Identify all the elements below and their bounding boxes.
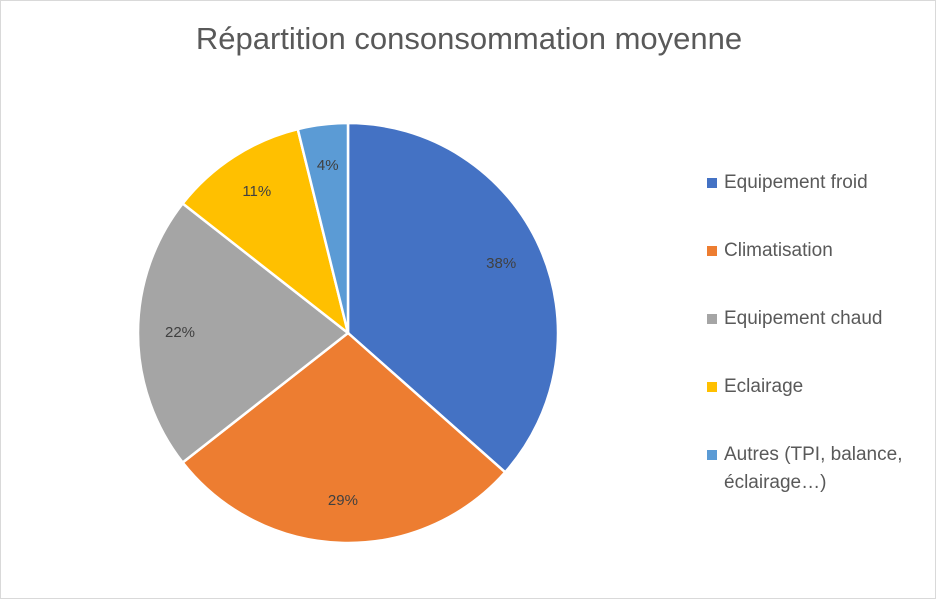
legend-swatch: [707, 382, 717, 392]
legend-item: Eclairage: [707, 373, 929, 441]
legend-swatch: [707, 450, 717, 460]
pie-slice-1: [346, 121, 560, 475]
data-label-4: 11%: [242, 183, 271, 200]
legend-label: Autres (TPI, balance, éclairage…): [724, 444, 903, 493]
legend-swatch: [707, 178, 717, 188]
legend-item: Autres (TPI, balance, éclairage…): [707, 441, 929, 509]
data-label-1: 38%: [486, 255, 516, 272]
data-label-3: 22%: [165, 324, 195, 341]
legend: Equipement froid Climatisation Equipement …: [707, 169, 929, 509]
legend-item: Equipement froid: [707, 169, 929, 237]
legend-item: Climatisation: [707, 237, 929, 305]
pie-slice-4: [180, 127, 351, 337]
legend-swatch: [707, 246, 717, 256]
legend-label: Equipement froid: [724, 172, 868, 193]
chart-title: Répartition consonsommation moyenne: [195, 21, 743, 56]
pie-slice-5: [296, 121, 350, 334]
legend-label: Climatisation: [724, 240, 833, 261]
legend-item: Equipement chaud: [707, 305, 929, 373]
legend-swatch: [707, 314, 717, 324]
data-label-5: 4%: [317, 157, 339, 174]
data-label-2: 29%: [328, 492, 358, 509]
legend-label: Eclairage: [724, 376, 804, 397]
pie-slice-3: [136, 201, 351, 465]
legend-label: Equipement chaud: [724, 308, 883, 329]
pie-slice-2: [180, 331, 507, 545]
